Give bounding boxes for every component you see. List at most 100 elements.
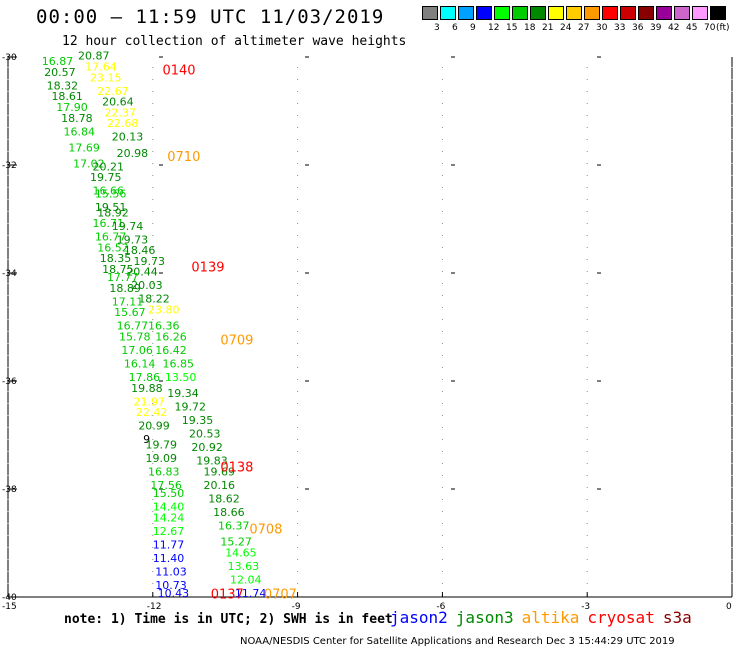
wave-height-value: 22.37 — [105, 106, 136, 119]
wave-height-value: 23.80 — [148, 304, 180, 317]
wave-height-value: 16.42 — [155, 344, 187, 357]
pass-time-label: 0137 — [211, 587, 244, 602]
wave-height-value: 18.46 — [124, 244, 156, 257]
wave-height-value: 11.40 — [153, 552, 185, 565]
color-swatch — [692, 6, 708, 20]
color-swatch — [458, 6, 474, 20]
wave-height-value: 18.32 — [47, 79, 79, 92]
units-note: note: 1) Time is in UTC; 2) SWH is in fe… — [64, 612, 393, 627]
map-ticks: -30-32-34-36-38-40-15 -12 -9 -6 -3 0 — [2, 53, 733, 612]
wave-height-value: 20.99 — [138, 420, 170, 433]
color-swatch — [566, 6, 582, 20]
wave-height-points: 20.87 16.87 17.64 20.57 23.15 18.32 22.67 18.61… — [42, 50, 267, 600]
color-scale-label: 39 — [650, 23, 662, 33]
wave-height-value: 18.78 — [61, 112, 93, 125]
wave-height-value: 16.66 — [92, 185, 124, 198]
wave-height-value: 17.56 — [150, 479, 182, 492]
satellite-legend-entry: altika — [521, 608, 580, 627]
wave-height-value: 18.92 — [97, 206, 129, 219]
wave-height-value: 22.42 — [136, 406, 168, 419]
color-scale-label: 21 — [542, 23, 554, 33]
color-scale-label: 15 — [506, 23, 518, 33]
wave-height-value: 19.83 — [196, 455, 228, 468]
wave-height-value: 20.92 — [191, 441, 223, 454]
wave-height-value: 17.69 — [68, 142, 100, 155]
color-scale-label: 70 — [704, 23, 716, 33]
lon-tick-label: -6 — [436, 602, 445, 612]
wave-height-value: 17.64 — [85, 61, 117, 74]
wave-height-value: 17.02 — [73, 158, 105, 171]
color-scale-label: 12 — [488, 23, 500, 33]
lon-tick-label: -12 — [147, 602, 162, 612]
wave-height-value: 19.34 — [167, 387, 199, 400]
wave-height-value: 11.77 — [153, 538, 185, 551]
lon-tick-label: -9 — [292, 602, 301, 612]
wave-height-value: 15.78 — [119, 331, 151, 344]
wave-height-value: 16.37 — [218, 520, 250, 533]
wave-height-value: 18.62 — [208, 493, 240, 506]
color-swatch — [656, 6, 672, 20]
lat-tick-label: -34 — [2, 269, 17, 279]
wave-height-value: 12.67 — [153, 525, 185, 538]
map-title: 00:00 – 11:59 UTC 11/03/2019 — [36, 6, 385, 28]
color-scale-label: 3 — [434, 23, 440, 33]
satellite-legend: jason2 jason3 altika cryosat s3a — [390, 608, 700, 627]
color-scale-label: 33 — [614, 23, 626, 33]
wave-height-value: 19.74 — [112, 220, 144, 233]
lat-tick-label: -32 — [2, 161, 17, 171]
wave-height-value: 11.03 — [155, 565, 187, 578]
wave-height-value: 16.87 — [42, 55, 74, 68]
color-scale-unit: (ft) — [716, 23, 730, 33]
footer-credit: NOAA/NESDIS Center for Satellite Applica… — [240, 636, 675, 647]
wave-height-value: 10.73 — [155, 579, 187, 592]
wave-height-value: 22.67 — [97, 85, 129, 98]
wave-height-value: 19.88 — [131, 382, 163, 395]
color-swatch — [710, 6, 726, 20]
wave-height-value: 18.61 — [51, 90, 83, 103]
wave-height-value: 16.26 — [155, 331, 187, 344]
wave-height-value: 20.44 — [126, 266, 157, 279]
wave-height-value: 18.35 — [100, 252, 132, 265]
color-swatch — [422, 6, 438, 20]
pass-time-label: 0140 — [162, 64, 195, 79]
wave-height-value: 17.11 — [112, 295, 144, 308]
color-scale-label: 6 — [452, 23, 458, 33]
wave-height-value: 20.16 — [203, 479, 235, 492]
pass-time-label: 0708 — [249, 523, 282, 538]
lat-tick-label: -36 — [2, 377, 17, 387]
wave-height-value: 18.22 — [138, 293, 170, 306]
wave-height-value: 16.77 — [95, 231, 127, 244]
wave-height-value: 19.73 — [133, 255, 165, 268]
wave-height-value: 23.15 — [90, 71, 122, 84]
wave-height-value: 17.06 — [121, 344, 153, 357]
wave-height-value: 17.90 — [56, 101, 87, 114]
lon-tick-label: -3 — [581, 602, 590, 612]
color-scale-label: 42 — [668, 23, 680, 33]
lat-tick-label: -40 — [2, 593, 17, 603]
color-swatch — [620, 6, 636, 20]
map-frame — [7, 57, 733, 598]
wave-height-value: 20.21 — [92, 160, 124, 173]
wave-height-value: 9 — [143, 433, 150, 446]
lat-tick-label: -38 — [2, 485, 17, 495]
wave-height-value: 20.87 — [78, 50, 110, 63]
satellite-legend-entry: jason3 — [455, 608, 514, 627]
color-swatch — [476, 6, 492, 20]
wave-height-value: 13.50 — [165, 371, 197, 384]
wave-height-value: 16.14 — [124, 358, 156, 371]
wave-height-value: 18.66 — [213, 506, 245, 519]
color-swatch — [512, 6, 528, 20]
satellite-legend-entry: jason2 — [390, 608, 448, 627]
wave-height-value: 20.03 — [131, 279, 163, 292]
color-swatch — [584, 6, 600, 20]
lat-tick-label: -30 — [2, 53, 17, 63]
color-swatch — [602, 6, 618, 20]
wave-height-value: 18.75 — [102, 263, 133, 276]
wave-height-value: 16.84 — [64, 125, 96, 138]
satellite-legend-entry: s3a — [662, 608, 692, 627]
wave-height-value: 14.40 — [153, 501, 185, 514]
map-subtitle: 12 hour collection of altimeter wave hei… — [62, 34, 407, 49]
wave-height-value: 20.57 — [44, 66, 75, 79]
color-swatch — [530, 6, 546, 20]
wave-height-value: 15.50 — [153, 487, 185, 500]
